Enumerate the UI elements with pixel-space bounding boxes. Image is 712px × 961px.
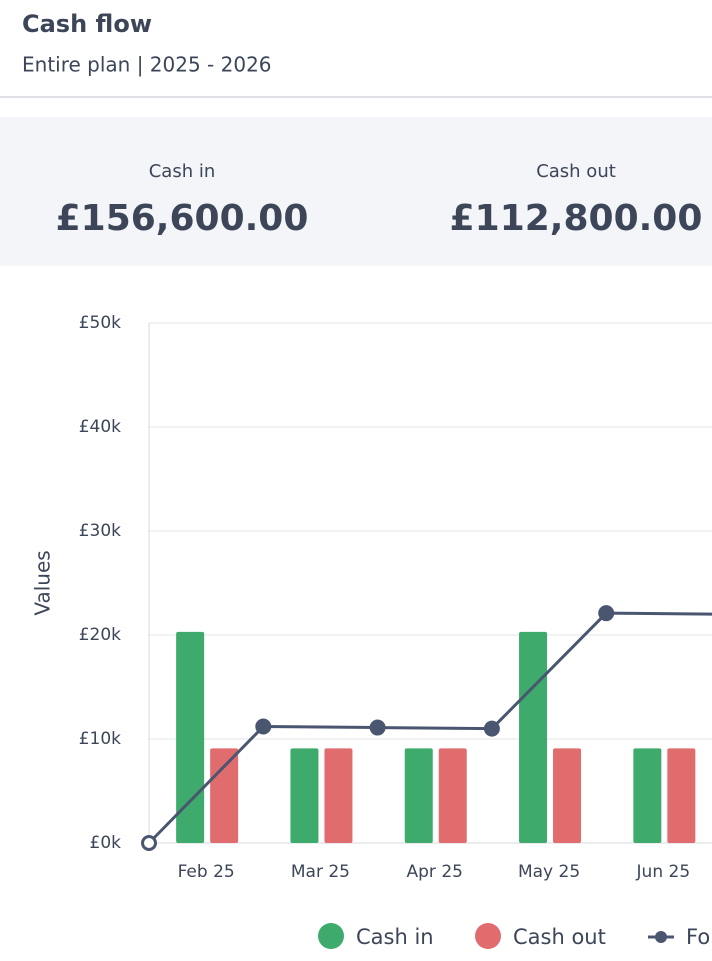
summary-value: £112,800.00	[450, 198, 703, 239]
y-axis-label: Values	[31, 550, 55, 615]
bar	[633, 748, 662, 843]
y-tick-label: £20k	[79, 625, 121, 645]
legend-label: Cash in	[356, 925, 434, 949]
line-point	[369, 719, 386, 736]
bar	[324, 748, 353, 843]
y-tick-label: £10k	[79, 729, 121, 749]
summary-label: Cash out	[536, 161, 616, 182]
x-tick-label: Jun 25	[636, 862, 691, 882]
summary-label: Cash in	[149, 161, 216, 182]
x-tick-label: May 25	[518, 862, 580, 882]
subtitle: Entire plan | 2025 - 2026	[22, 53, 272, 77]
line-point	[598, 605, 615, 622]
y-tick-label: £30k	[79, 521, 121, 541]
line-point	[141, 835, 157, 851]
summary-panel	[0, 117, 712, 266]
bar	[404, 748, 433, 843]
legend-swatch	[475, 923, 501, 949]
title: Cash flow	[22, 10, 152, 38]
legend-label: Fo	[686, 925, 710, 949]
x-tick-label: Mar 25	[291, 862, 350, 882]
bar	[290, 748, 319, 843]
y-tick-label: £0k	[90, 833, 122, 853]
bar	[210, 748, 239, 843]
bar	[176, 631, 205, 843]
bar	[438, 748, 467, 843]
legend-swatch	[318, 923, 344, 949]
x-tick-label: Feb 25	[178, 862, 235, 882]
bar	[519, 631, 548, 843]
line-point	[483, 720, 500, 737]
legend-label: Cash out	[513, 925, 606, 949]
y-tick-label: £50k	[79, 313, 121, 333]
summary-value: £156,600.00	[56, 198, 309, 239]
bar	[553, 748, 582, 843]
x-tick-label: Apr 25	[407, 862, 463, 882]
legend-swatch	[655, 931, 667, 943]
line-point	[255, 718, 272, 735]
y-tick-label: £40k	[79, 417, 121, 437]
bar	[667, 748, 696, 843]
line	[147, 611, 712, 845]
